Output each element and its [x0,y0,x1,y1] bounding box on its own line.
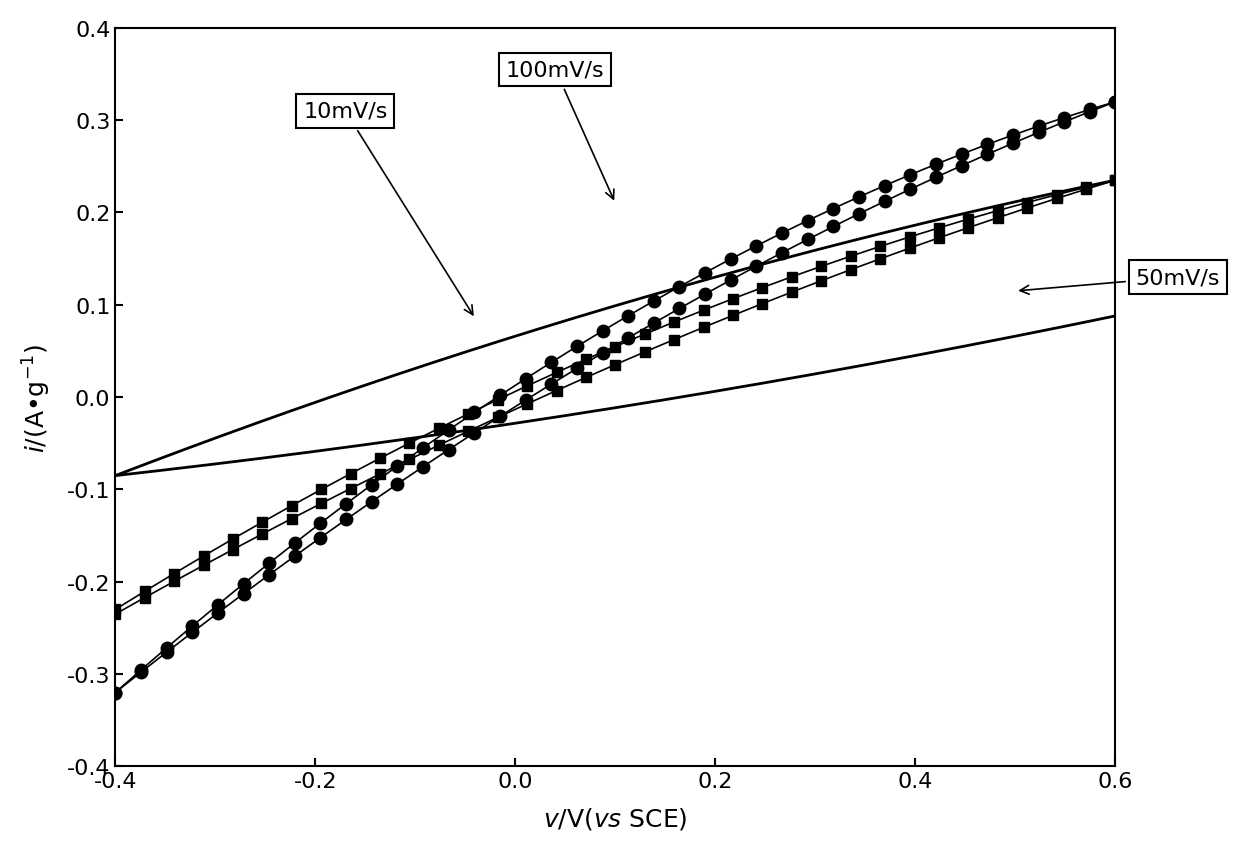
Text: 100mV/s: 100mV/s [506,60,614,199]
X-axis label: $v$/V($vs$ SCE): $v$/V($vs$ SCE) [543,805,688,832]
Y-axis label: $i$/(A•g$^{-1}$): $i$/(A•g$^{-1}$) [21,343,53,452]
Text: 50mV/s: 50mV/s [1021,268,1220,295]
Text: 10mV/s: 10mV/s [303,101,472,315]
